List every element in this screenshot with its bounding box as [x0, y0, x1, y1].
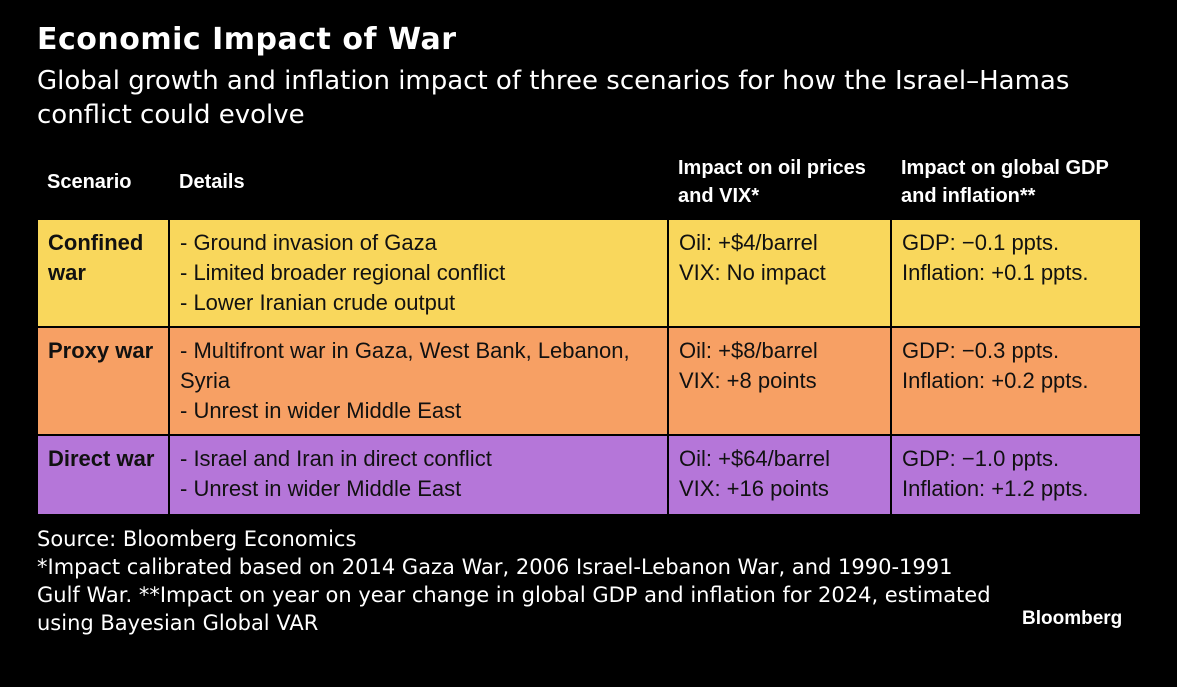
column-header-oil-vix: Impact on oil prices and VIX*	[678, 157, 866, 207]
table-row-confined-war: Confined war - Ground invasion of Gaza -…	[36, 218, 1142, 328]
source-line: Source: Bloomberg Economics	[37, 527, 357, 551]
table-header-row: Scenario Details Impact on oil prices an…	[37, 146, 1141, 219]
chart-subtitle: Global growth and inflation impact of th…	[37, 66, 1070, 130]
gdp-value: GDP: −1.0 ppts.	[902, 446, 1060, 471]
scenario-cell: Proxy war	[36, 326, 170, 436]
inflation-value: Inflation: +0.2 ppts.	[902, 368, 1089, 393]
gdp-inflation-cell: GDP: −0.1 ppts. Inflation: +0.1 ppts.	[890, 218, 1142, 328]
detail-line: - Ground invasion of Gaza	[180, 230, 437, 255]
detail-line: - Unrest in wider Middle East	[180, 398, 462, 423]
vix-value: VIX: +8 points	[679, 368, 817, 393]
oil-value: Oil: +$64/barrel	[679, 446, 831, 471]
detail-line: - Limited broader regional conflict	[180, 260, 506, 285]
oil-value: Oil: +$4/barrel	[679, 230, 818, 255]
table-row-direct-war: Direct war - Israel and Iran in direct c…	[36, 434, 1142, 516]
column-header-gdp-inflation: Impact on global GDP and inflation**	[901, 157, 1109, 207]
chart-title: Economic Impact of War	[37, 22, 457, 57]
inflation-value: Inflation: +1.2 ppts.	[902, 476, 1089, 501]
scenario-cell: Confined war	[36, 218, 170, 328]
footnote: *Impact calibrated based on 2014 Gaza Wa…	[37, 555, 991, 635]
detail-line: - Lower Iranian crude output	[180, 290, 456, 315]
inflation-value: Inflation: +0.1 ppts.	[902, 260, 1089, 285]
detail-line: - Multifront war in Gaza, West Bank, Leb…	[180, 338, 630, 393]
scenario-table: Scenario Details Impact on oil prices an…	[36, 146, 1142, 516]
scenario-cell: Direct war	[36, 434, 170, 516]
vix-value: VIX: +16 points	[679, 476, 829, 501]
details-cell: - Multifront war in Gaza, West Bank, Leb…	[168, 326, 669, 436]
detail-line: - Israel and Iran in direct conflict	[180, 446, 492, 471]
gdp-inflation-cell: GDP: −1.0 ppts. Inflation: +1.2 ppts.	[890, 434, 1142, 516]
column-header-details: Details	[179, 171, 245, 193]
column-header-scenario: Scenario	[47, 171, 132, 193]
source-note: Source: Bloomberg Economics *Impact cali…	[37, 525, 997, 637]
table-row-proxy-war: Proxy war - Multifront war in Gaza, West…	[36, 326, 1142, 436]
oil-vix-cell: Oil: +$4/barrel VIX: No impact	[667, 218, 892, 328]
gdp-inflation-cell: GDP: −0.3 ppts. Inflation: +0.2 ppts.	[890, 326, 1142, 436]
details-cell: - Ground invasion of Gaza - Limited broa…	[168, 218, 669, 328]
details-cell: - Israel and Iran in direct conflict - U…	[168, 434, 669, 516]
oil-vix-cell: Oil: +$64/barrel VIX: +16 points	[667, 434, 892, 516]
vix-value: VIX: No impact	[679, 260, 826, 285]
oil-vix-cell: Oil: +$8/barrel VIX: +8 points	[667, 326, 892, 436]
detail-line: - Unrest in wider Middle East	[180, 476, 462, 501]
bloomberg-logo: Bloomberg	[1022, 608, 1123, 629]
oil-value: Oil: +$8/barrel	[679, 338, 818, 363]
gdp-value: GDP: −0.3 ppts.	[902, 338, 1060, 363]
gdp-value: GDP: −0.1 ppts.	[902, 230, 1060, 255]
